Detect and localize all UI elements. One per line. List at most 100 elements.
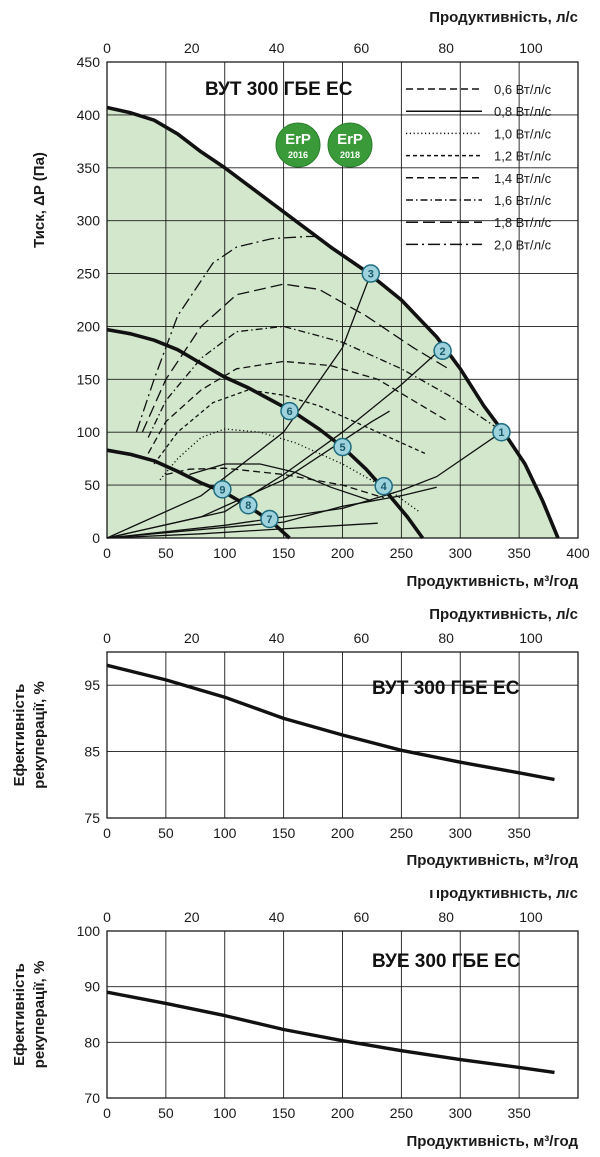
x2-tick-label: 40 — [269, 40, 285, 56]
system-curve — [106, 486, 437, 539]
legend-label: 1,4 Вт/л/с — [494, 171, 552, 186]
point-marker — [374, 476, 393, 496]
point-marker — [280, 401, 299, 421]
x-tick-label: 200 — [331, 825, 355, 841]
x2-axis-title: Продуктивність, л/с — [429, 890, 578, 902]
y-tick-label: 100 — [77, 424, 101, 440]
x2-tick-label: 0 — [103, 40, 111, 56]
x-tick-label: 250 — [390, 1105, 414, 1121]
x-tick-label: 250 — [390, 545, 414, 561]
x-tick-label: 350 — [507, 1105, 531, 1121]
x-tick-label: 300 — [449, 1105, 473, 1121]
point-marker-label: 2 — [440, 346, 446, 358]
y-tick-label: 0 — [92, 530, 100, 546]
legend-label: 0,8 Вт/л/с — [494, 104, 552, 119]
point-marker — [260, 509, 279, 529]
y-tick-label: 80 — [84, 1034, 100, 1050]
y-tick-label: 250 — [77, 266, 101, 282]
point-marker-label: 7 — [266, 514, 272, 526]
y-axis-title-line2: рекуперації, % — [31, 681, 48, 789]
x2-axis-title: Продуктивність, л/с — [429, 9, 578, 26]
point-marker-label: 5 — [339, 442, 345, 454]
legend-label: 2,0 Вт/л/с — [494, 237, 552, 252]
x-tick-label: 100 — [213, 545, 237, 561]
x2-tick-label: 80 — [438, 909, 454, 925]
erp-logo-text: ErP — [337, 131, 363, 148]
erp-logo-year: 2018 — [340, 150, 360, 160]
y-tick-label: 400 — [77, 107, 101, 123]
point-marker — [213, 480, 232, 499]
y-tick-label: 450 — [77, 54, 101, 70]
point-marker — [333, 437, 352, 457]
x2-tick-label: 40 — [269, 630, 285, 646]
y-tick-label: 100 — [77, 923, 101, 939]
y-tick-label: 90 — [84, 979, 100, 995]
x2-tick-label: 100 — [519, 630, 543, 646]
x2-tick-label: 0 — [103, 630, 111, 646]
x2-tick-label: 60 — [354, 40, 370, 56]
x-tick-label: 400 — [566, 545, 590, 561]
point-marker — [361, 264, 381, 283]
power-curve — [189, 463, 373, 502]
x2-tick-label: 80 — [438, 40, 454, 56]
point-marker-label: 1 — [498, 427, 504, 439]
erp-logo-text: ErP — [285, 131, 311, 148]
x-tick-label: 150 — [272, 1105, 296, 1121]
x-tick-label: 150 — [272, 825, 296, 841]
x-tick-label: 350 — [507, 825, 531, 841]
y-axis-title: Тиск, ΔP (Па) — [31, 152, 48, 248]
y-axis-title-line1: Ефективність — [11, 684, 28, 787]
system-curve — [106, 273, 372, 539]
power-curve — [153, 389, 426, 465]
plot-frame — [106, 930, 579, 1099]
point-marker-label: 4 — [381, 481, 388, 493]
point-marker — [433, 341, 452, 361]
y-tick-label: 350 — [77, 160, 101, 176]
erp-logo-icon — [327, 122, 373, 168]
x-tick-label: 250 — [390, 825, 414, 841]
y-tick-label: 85 — [84, 744, 100, 760]
plot-frame — [106, 61, 579, 539]
x-tick-label: 50 — [158, 1105, 174, 1121]
point-marker-label: 8 — [245, 500, 251, 512]
y-tick-label: 95 — [84, 677, 100, 693]
x-tick-label: 0 — [103, 825, 111, 841]
x2-tick-label: 60 — [354, 630, 370, 646]
power-curve — [141, 283, 449, 433]
x-axis-title: Продуктивність, м³/год — [406, 852, 578, 869]
efficiency-curve — [106, 663, 555, 782]
pressure-chart: 0 50 100 150 200 250 300 350 4000501001502002503… — [31, 9, 590, 590]
legend-label: 1,0 Вт/л/с — [494, 126, 552, 141]
x2-tick-label: 40 — [269, 909, 285, 925]
fan-curve — [106, 105, 560, 539]
power-curve — [135, 235, 319, 433]
power-curve — [147, 325, 496, 438]
x2-tick-label: 100 — [519, 40, 543, 56]
chart-title: ВУТ 300 ГБЕ ЕС — [205, 79, 353, 100]
x2-tick-label: 100 — [519, 909, 543, 925]
point-marker-label: 9 — [219, 484, 225, 496]
x2-axis-title: Продуктивність, л/с — [429, 606, 578, 623]
x2-tick-label: 80 — [438, 630, 454, 646]
x-tick-label: 50 — [158, 825, 174, 841]
legend-label: 1,8 Вт/л/с — [494, 215, 552, 230]
x-axis-title: Продуктивність, м³/год — [406, 573, 578, 590]
y-axis-title-line1: Ефективність — [11, 963, 28, 1066]
chart-title: ВУТ 300 ГБЕ ЕС — [372, 678, 520, 699]
efficiency-curve — [106, 990, 555, 1075]
legend-label: 1,2 Вт/л/с — [494, 149, 552, 164]
x-tick-label: 300 — [449, 545, 473, 561]
system-curve — [106, 431, 502, 539]
point-marker-label: 6 — [286, 406, 292, 418]
erp-logo-icon — [275, 122, 321, 168]
point-marker — [239, 495, 258, 515]
x2-tick-label: 60 — [354, 909, 370, 925]
y-axis-title-line2: рекуперації, % — [31, 961, 48, 1069]
legend-label: 1,6 Вт/л/с — [494, 193, 552, 208]
y-tick-label: 70 — [84, 1090, 100, 1106]
point-marker — [492, 422, 511, 442]
y-tick-label: 150 — [77, 371, 101, 387]
point-marker-label: 3 — [368, 269, 374, 281]
efficiency-chart-vut: 0 50 100 150 200 250 300 350 75 85 95 0 20 40 60 80 100 П… — [11, 606, 579, 869]
